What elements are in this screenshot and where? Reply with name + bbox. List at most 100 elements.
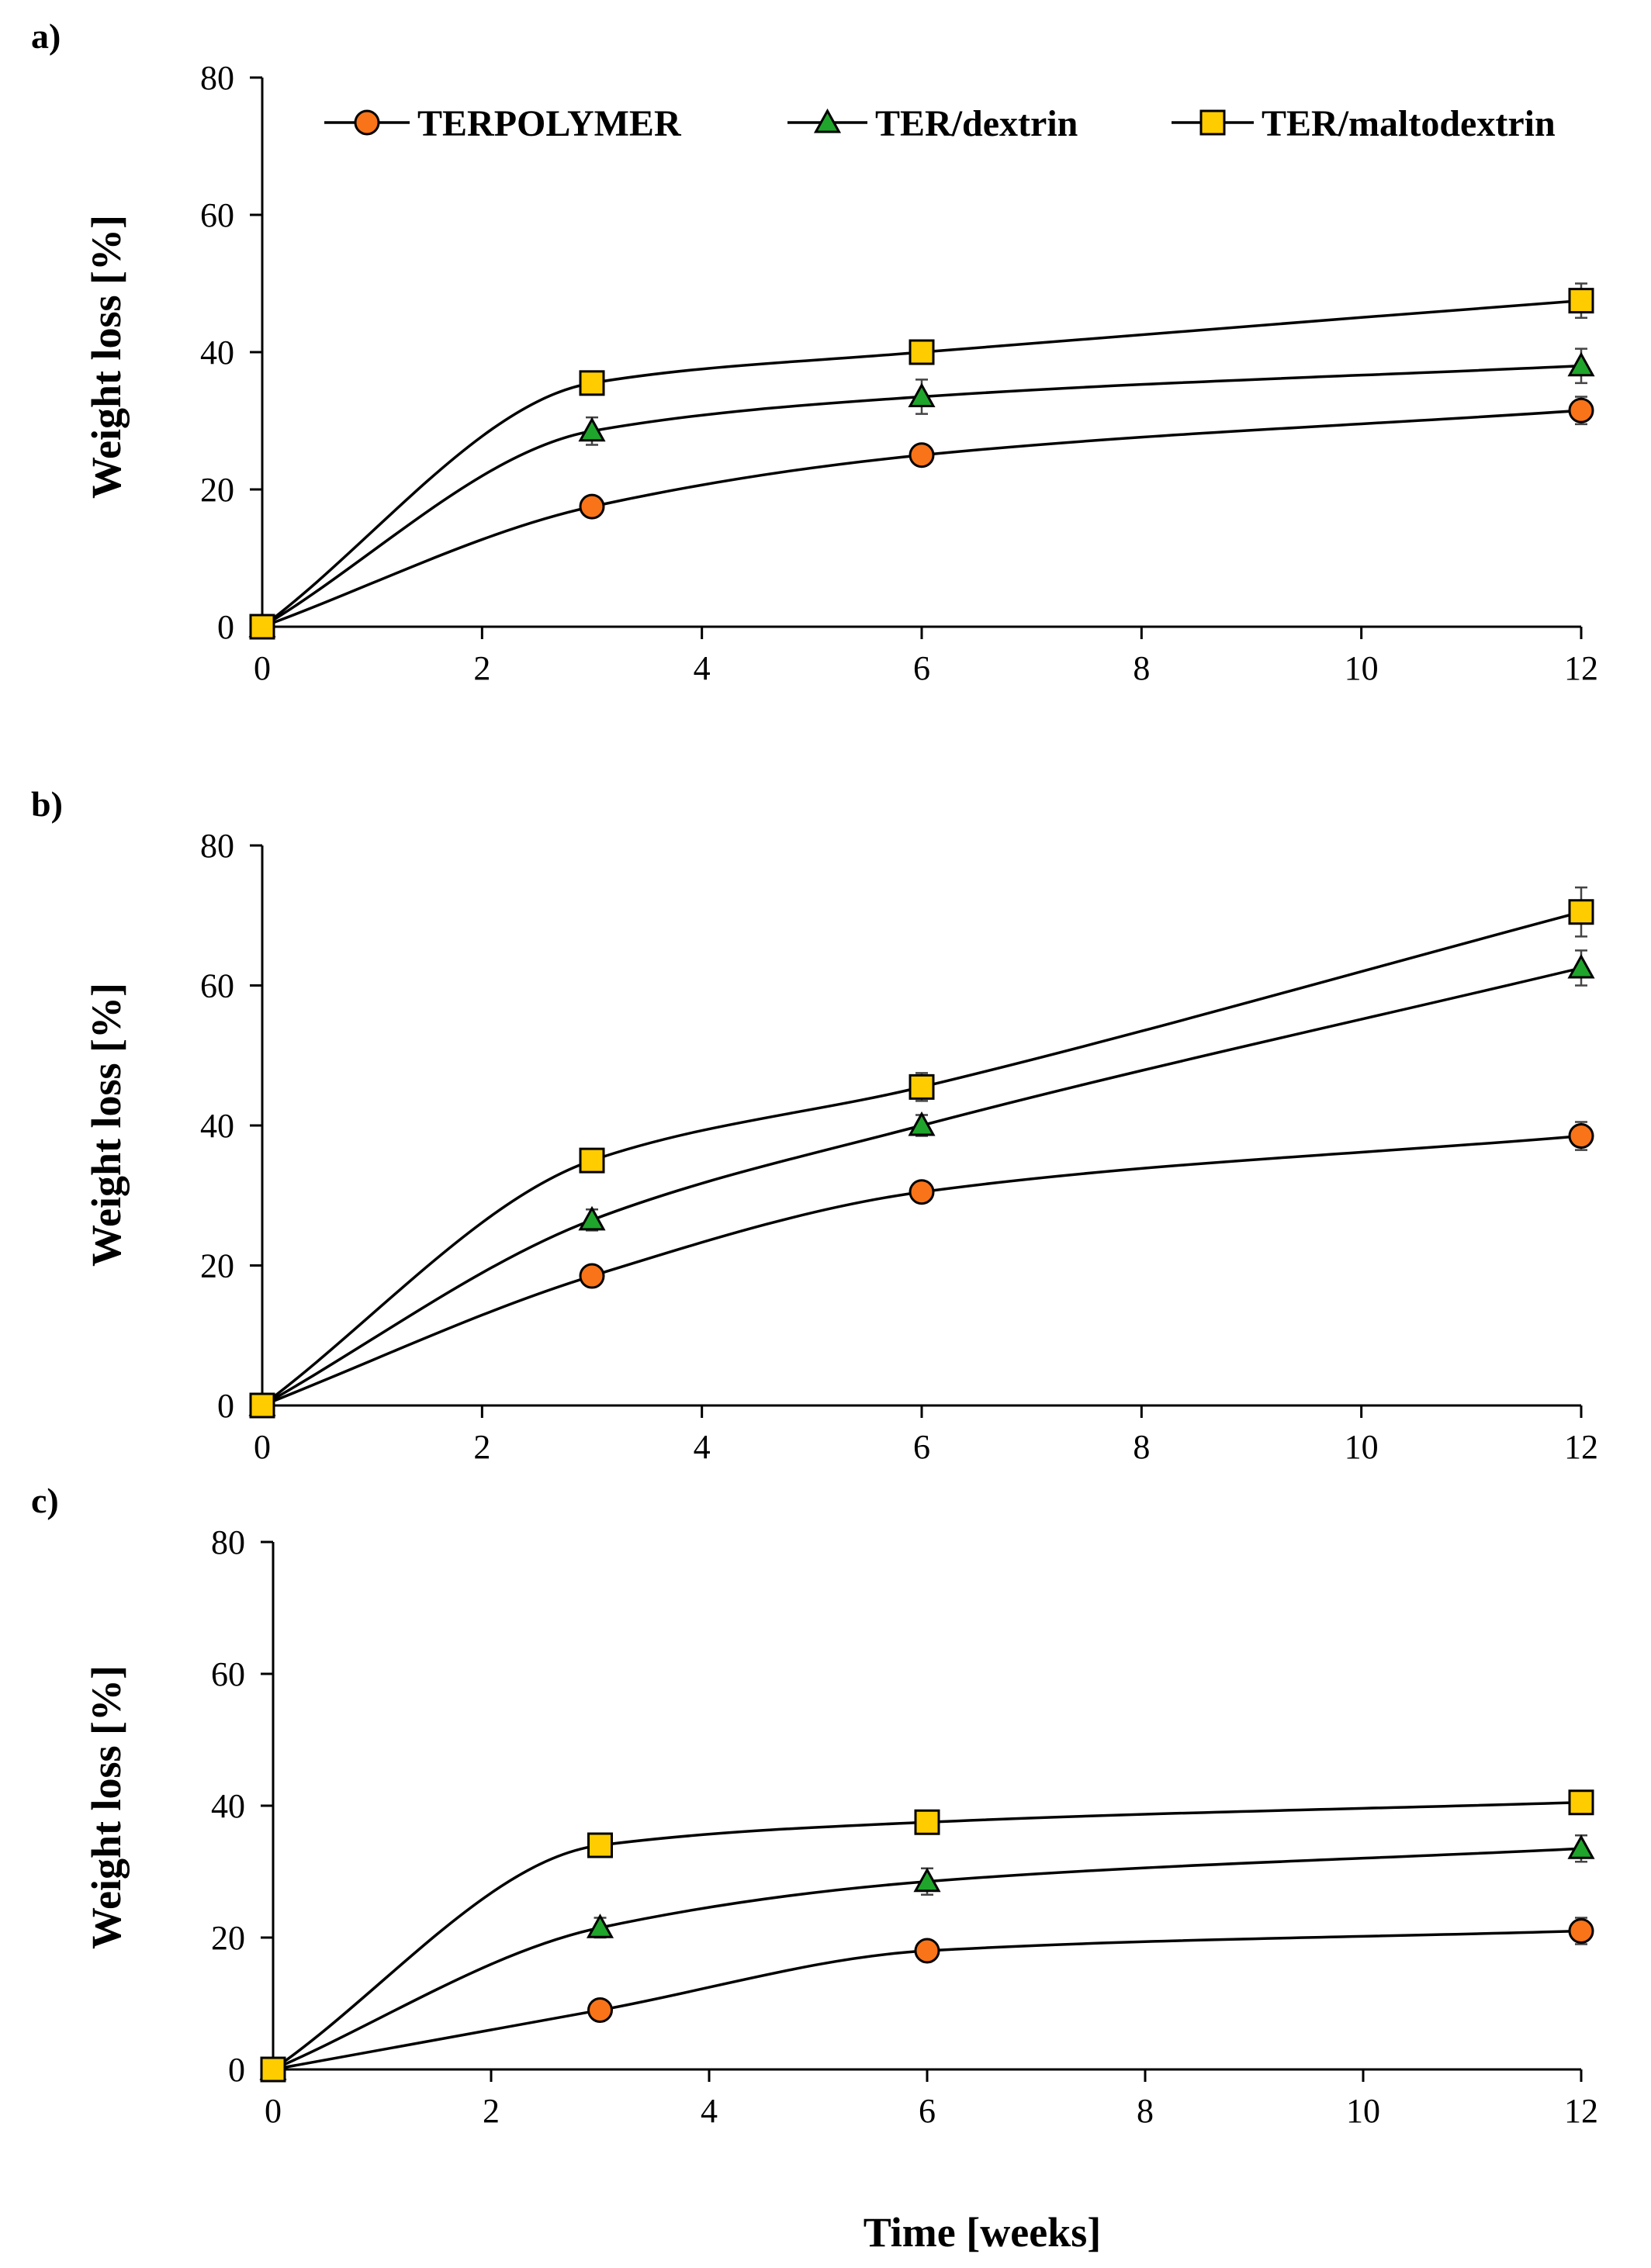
x-tick-label: 2 bbox=[473, 649, 490, 687]
y-tick-label: 60 bbox=[200, 967, 234, 1005]
legend-label: TER/dextrin bbox=[875, 103, 1078, 144]
x-tick-label: 10 bbox=[1345, 649, 1379, 687]
data-point bbox=[909, 442, 935, 468]
series-line bbox=[261, 364, 1582, 628]
x-tick-label: 12 bbox=[1564, 1428, 1598, 1466]
y-tick-label: 80 bbox=[200, 827, 234, 865]
y-tick-label: 60 bbox=[200, 196, 234, 234]
x-tick-label: 4 bbox=[694, 649, 711, 687]
y-axis-title: Weight loss [%] bbox=[83, 1665, 130, 1949]
series-line bbox=[272, 1801, 1582, 2071]
data-point bbox=[579, 370, 605, 396]
legend-label: TERPOLYMER bbox=[417, 103, 682, 144]
series-line bbox=[272, 1929, 1582, 2071]
y-axis-title: Weight loss [%] bbox=[83, 983, 130, 1267]
x-tick-label: 8 bbox=[1133, 1428, 1150, 1466]
data-point bbox=[1568, 1918, 1594, 1944]
x-tick-label: 12 bbox=[1564, 2092, 1598, 2130]
data-point bbox=[579, 493, 605, 520]
x-tick-label: 6 bbox=[913, 649, 930, 687]
chart-panel-c: c) Weight loss [%] 0 20 40 60 80 0 2 4 6 8 10 12 bbox=[31, 1481, 1598, 2130]
data-point bbox=[249, 614, 275, 640]
data-point bbox=[579, 1147, 605, 1174]
series-line bbox=[261, 299, 1582, 628]
legend-item-ter-dextrin: TER/dextrin bbox=[787, 103, 1078, 144]
data-point bbox=[1568, 288, 1594, 314]
data-point bbox=[587, 1997, 613, 2023]
x-tick-label: 8 bbox=[1137, 2092, 1154, 2130]
legend-marker bbox=[813, 108, 842, 133]
x-tick-label: 4 bbox=[694, 1428, 711, 1466]
series-terpolymer bbox=[249, 1121, 1594, 1419]
data-point bbox=[1567, 1834, 1595, 1859]
y-tick-label: 0 bbox=[228, 2051, 245, 2089]
x-tick-label: 6 bbox=[913, 1428, 930, 1466]
data-point bbox=[1568, 1789, 1594, 1816]
data-point bbox=[587, 1832, 613, 1858]
series-terpolymer bbox=[260, 1917, 1594, 2083]
x-tick-label: 4 bbox=[701, 2092, 718, 2130]
y-tick-label: 20 bbox=[211, 1919, 245, 1957]
panel-label: b) bbox=[31, 784, 63, 824]
y-tick-label: 40 bbox=[200, 1107, 234, 1145]
x-tick-label: 10 bbox=[1345, 1428, 1379, 1466]
series-line bbox=[261, 911, 1582, 1407]
data-point bbox=[249, 1392, 275, 1419]
x-tick-label: 12 bbox=[1564, 649, 1598, 687]
data-point bbox=[914, 1809, 940, 1835]
data-point bbox=[260, 2056, 286, 2083]
series-ter-maltodextrin bbox=[249, 282, 1594, 640]
data-point bbox=[578, 1205, 606, 1231]
data-point bbox=[578, 417, 606, 442]
series-ter-maltodextrin bbox=[249, 886, 1594, 1419]
chart-panel-a: a) Weight loss [%] 0 20 40 60 80 0 2 4 6 8 10 12 bbox=[31, 16, 1598, 687]
y-tick-label: 40 bbox=[211, 1787, 245, 1825]
series-ter-dextrin bbox=[248, 347, 1595, 638]
legend-marker bbox=[354, 109, 380, 136]
y-axis-title: Weight loss [%] bbox=[83, 215, 130, 499]
x-tick-label: 8 bbox=[1133, 649, 1150, 687]
series-line bbox=[261, 1134, 1582, 1407]
series-ter-maltodextrin bbox=[260, 1789, 1594, 2083]
y-tick-label: 20 bbox=[200, 471, 234, 509]
y-tick-label: 20 bbox=[200, 1247, 234, 1285]
y-tick-label: 0 bbox=[217, 608, 234, 646]
series-line bbox=[272, 1847, 1582, 2071]
data-point bbox=[579, 1263, 605, 1289]
x-tick-label: 2 bbox=[473, 1428, 490, 1466]
x-tick-label: 0 bbox=[254, 1428, 271, 1466]
x-tick-label: 0 bbox=[254, 649, 271, 687]
legend-marker bbox=[1199, 109, 1226, 136]
y-tick-label: 60 bbox=[211, 1655, 245, 1693]
data-point bbox=[1568, 397, 1594, 424]
panel-label: c) bbox=[31, 1481, 59, 1520]
y-tick-label: 80 bbox=[200, 59, 234, 97]
data-point bbox=[1568, 899, 1594, 925]
data-point bbox=[914, 1938, 940, 1964]
legend: TERPOLYMER TER/dextrin TER/maltodextrin bbox=[324, 103, 1556, 144]
y-tick-label: 40 bbox=[200, 334, 234, 372]
y-tick-label: 0 bbox=[217, 1387, 234, 1425]
data-point bbox=[913, 1867, 941, 1893]
series-line bbox=[261, 966, 1582, 1407]
chart-panel-b: b) Weight loss [%] 0 20 40 60 80 0 2 4 6 8 10 12 bbox=[31, 784, 1598, 1466]
series-line bbox=[261, 409, 1582, 628]
x-tick-label: 0 bbox=[265, 2092, 282, 2130]
x-tick-label: 6 bbox=[919, 2092, 936, 2130]
series-terpolymer bbox=[249, 396, 1594, 640]
data-point bbox=[909, 1179, 935, 1205]
data-point bbox=[908, 1111, 936, 1136]
data-point bbox=[586, 1914, 614, 1938]
data-point bbox=[908, 382, 936, 408]
legend-item-terpolymer: TERPOLYMER bbox=[324, 103, 682, 144]
data-point bbox=[1567, 953, 1595, 979]
data-point bbox=[1567, 351, 1595, 377]
x-tick-label: 10 bbox=[1346, 2092, 1380, 2130]
shared-x-axis-title: Time [weeks] bbox=[864, 2209, 1101, 2256]
data-point bbox=[1568, 1123, 1594, 1150]
y-tick-label: 80 bbox=[211, 1523, 245, 1561]
data-point bbox=[909, 339, 935, 365]
data-point bbox=[909, 1073, 935, 1100]
